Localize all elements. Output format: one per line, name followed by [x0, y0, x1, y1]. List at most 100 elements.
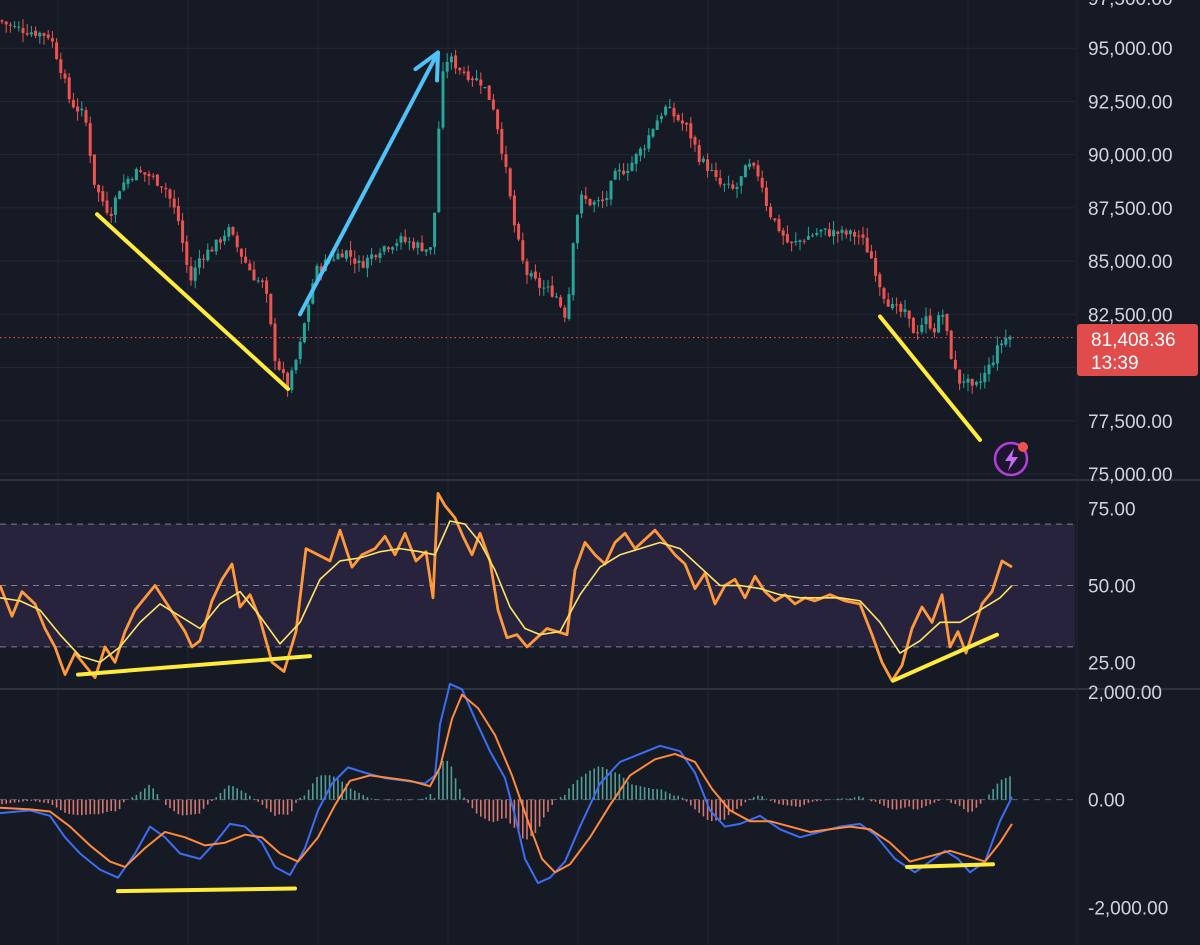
rsi-panel[interactable]: [0, 491, 1075, 683]
candle-body: [370, 254, 374, 259]
candle-body: [286, 372, 290, 391]
candle-body: [953, 359, 957, 369]
candle-body: [575, 214, 579, 244]
trendline: [891, 632, 999, 683]
candle: [1000, 339, 1004, 354]
candle-body: [844, 230, 848, 235]
candle-body: [17, 26, 21, 28]
macd-panel[interactable]: [0, 682, 1075, 894]
candle-body: [84, 110, 88, 123]
candle: [521, 232, 525, 264]
candle-body: [71, 100, 75, 108]
candle: [239, 248, 243, 264]
axis-tick-label: 95,000.00: [1088, 39, 1173, 60]
trendline: [116, 886, 297, 894]
candle: [88, 116, 92, 163]
candle-body: [76, 106, 80, 112]
candle-body: [357, 260, 361, 263]
candle: [710, 163, 714, 172]
axis-tick-label: 90,000.00: [1088, 146, 1173, 167]
candle-body: [895, 304, 899, 306]
candle: [722, 183, 726, 192]
candle-body: [239, 248, 243, 257]
candle: [336, 248, 340, 260]
trendline: [878, 314, 982, 442]
candle: [512, 189, 516, 233]
candle-body: [848, 230, 852, 235]
candle: [130, 176, 134, 183]
candle: [441, 62, 445, 130]
candle: [827, 222, 831, 238]
candle-body: [521, 240, 525, 261]
candle: [748, 159, 752, 170]
candle-body: [416, 242, 420, 248]
candle-body: [197, 258, 201, 268]
candle-body: [554, 296, 558, 298]
candle: [974, 380, 978, 388]
candle-body: [647, 135, 651, 149]
candle: [563, 304, 567, 323]
candle-body: [899, 304, 903, 312]
candle-body: [588, 198, 592, 206]
candle-body: [496, 109, 500, 130]
candle: [966, 374, 970, 392]
candle-body: [626, 170, 630, 174]
axis-tick-label: 77,500.00: [1088, 412, 1173, 433]
candle-body: [231, 227, 235, 235]
candle: [71, 92, 75, 109]
candle-body: [344, 250, 348, 259]
candle: [252, 261, 256, 281]
candle-body: [584, 195, 588, 199]
candle: [353, 250, 357, 274]
candle-body: [533, 271, 537, 279]
candle-body: [827, 229, 831, 237]
lightning-alert-icon[interactable]: [993, 441, 1029, 477]
candle: [399, 232, 403, 250]
price-panel[interactable]: [0, 19, 1075, 442]
candle-body: [25, 33, 29, 35]
candle-body: [256, 280, 260, 282]
candle: [248, 259, 252, 271]
price-axis[interactable]: 95,000.00 92,500.00 90,000.00 87,500.00 85,0…: [1088, 0, 1173, 919]
candle: [1004, 329, 1008, 347]
candle-body: [752, 162, 756, 166]
candle-body: [315, 265, 319, 284]
candle-body: [202, 258, 206, 260]
candle: [344, 249, 348, 262]
candle-body: [979, 381, 983, 383]
candle-body: [294, 359, 298, 371]
candle-body: [706, 159, 710, 171]
candle-body: [605, 198, 609, 200]
candle: [25, 24, 29, 37]
candle: [403, 229, 407, 245]
candle-body: [693, 137, 697, 145]
candle-body: [59, 59, 63, 73]
candle-body: [903, 309, 907, 313]
candle-body: [189, 266, 193, 281]
candle: [84, 107, 88, 127]
candle: [811, 232, 815, 238]
candle-body: [97, 185, 101, 193]
candle: [630, 156, 634, 172]
candle: [416, 240, 420, 255]
candle: [987, 357, 991, 382]
candle-body: [638, 148, 642, 156]
trendline: [95, 212, 290, 391]
candle: [672, 102, 676, 123]
candle: [592, 199, 596, 213]
candle-body: [596, 200, 600, 202]
candle: [475, 69, 479, 82]
candle-body: [412, 241, 416, 249]
candle: [903, 299, 907, 318]
candle-body: [911, 317, 915, 334]
candle-body: [277, 361, 281, 370]
rsi-line: [0, 491, 1013, 683]
candle-body: [945, 314, 949, 332]
candle: [685, 121, 689, 132]
candle: [126, 176, 130, 189]
candle-body: [361, 261, 365, 268]
candle-body: [50, 38, 54, 42]
candle-body: [395, 243, 399, 247]
